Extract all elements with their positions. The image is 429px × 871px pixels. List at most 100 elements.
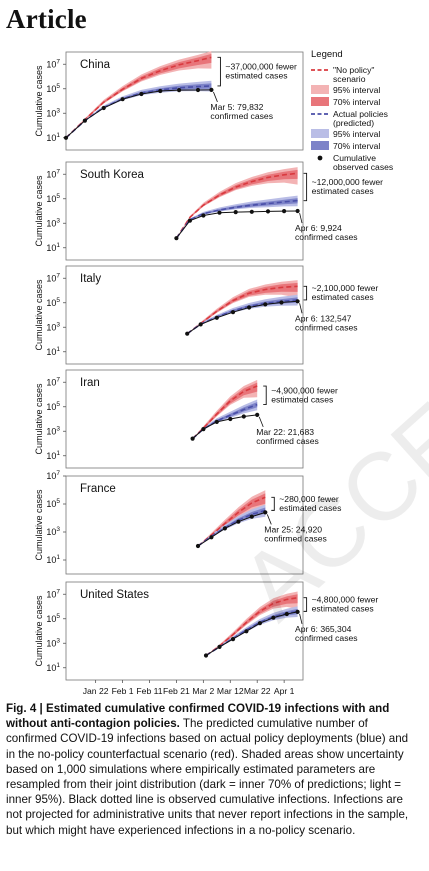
x-tick-label: Mar 22 — [244, 686, 271, 696]
annotation-confirmed: Apr 6: 132,547 confirmed cases — [295, 313, 358, 332]
legend-label: 95% interval — [333, 85, 380, 95]
caption-body: The predicted cumulative number of confi… — [6, 717, 409, 837]
y-tick-label: 107 — [46, 376, 60, 387]
y-tick-label: 101 — [46, 132, 60, 143]
x-tick-label: Feb 1 — [112, 686, 134, 696]
y-tick-label: 105 — [46, 613, 60, 624]
x-tick-label: Feb 11 — [136, 686, 162, 696]
x-tick-label: Jan 22 — [83, 686, 109, 696]
band-no-policy-70 — [176, 169, 298, 239]
bracket-difference — [303, 285, 308, 301]
bracket-difference — [217, 56, 221, 87]
plot-frame — [65, 161, 304, 261]
panel-title: France — [80, 483, 116, 495]
y-tick-label: 105 — [46, 297, 60, 308]
figure-caption: Fig. 4 | Estimated cumulative confirmed … — [6, 701, 420, 838]
annotation-confirmed: Apr 6: 9,924 confirmed cases — [295, 223, 358, 242]
series-line-no-policy — [197, 496, 266, 547]
annotation-confirmed: Mar 25: 24,920 confirmed cases — [264, 524, 327, 543]
y-tick-label: 103 — [46, 637, 60, 648]
plot-frame — [65, 265, 304, 365]
observed-line — [192, 414, 258, 439]
plot-frame — [65, 51, 304, 151]
observed-line — [186, 300, 298, 335]
legend-label: 95% interval — [333, 129, 380, 139]
bracket-difference — [263, 385, 267, 406]
annotation-fewer-cases: ~280,000 fewer estimated cases — [279, 494, 341, 513]
y-tick-label: 105 — [46, 83, 60, 94]
series-line-no-policy — [175, 172, 298, 239]
x-tick-label: Mar 2 — [192, 686, 214, 696]
annotation-fewer-cases: ~4,900,000 fewer estimated cases — [271, 385, 338, 404]
series-line-no-policy — [205, 596, 298, 657]
plot-frame — [65, 369, 304, 469]
annotation-arrow — [299, 613, 303, 624]
series-line-actual-policies — [175, 199, 298, 239]
y-tick-label: 107 — [46, 470, 60, 481]
observed-line — [205, 611, 298, 656]
y-tick-label: 103 — [46, 425, 60, 436]
y-tick-label: 101 — [46, 450, 60, 461]
observed-line — [65, 89, 212, 139]
plot-frame — [65, 475, 304, 575]
panel-title: China — [80, 59, 111, 71]
y-tick-label: 101 — [46, 346, 60, 357]
band-no-policy-70 — [187, 282, 298, 334]
y-axis-label: Cumulative cases — [34, 595, 44, 667]
panel-title: Italy — [80, 273, 101, 285]
y-tick-label: 101 — [46, 554, 60, 565]
annotation-fewer-cases: ~37,000,000 fewer estimated cases — [225, 62, 297, 81]
legend-swatch — [311, 141, 329, 150]
legend-label: Cumulative observed cases — [333, 153, 393, 172]
annotation-fewer-cases: ~2,100,000 fewer estimated cases — [312, 283, 379, 302]
bracket-difference — [303, 597, 308, 612]
y-tick-label: 107 — [46, 272, 60, 283]
band-no-policy-70 — [192, 382, 258, 439]
y-tick-label: 103 — [46, 321, 60, 332]
annotation-confirmed: Mar 22: 21,683 confirmed cases — [256, 427, 319, 446]
x-tick-label: Apr 1 — [274, 686, 295, 696]
y-tick-label: 101 — [46, 662, 60, 673]
y-axis-label: Cumulative cases — [34, 175, 44, 247]
y-tick-label: 107 — [46, 168, 60, 179]
legend-title: Legend — [311, 49, 343, 60]
y-tick-label: 105 — [46, 498, 60, 509]
y-tick-label: 107 — [46, 588, 60, 599]
legend-swatch — [311, 97, 329, 106]
series-line-actual-policies — [197, 509, 266, 547]
y-axis-label: Cumulative cases — [34, 489, 44, 561]
band-no-policy-95 — [206, 591, 298, 656]
band-actual-70 — [198, 507, 266, 546]
panel-title: United States — [80, 589, 149, 601]
observed-line — [176, 210, 298, 239]
legend-swatch — [311, 129, 329, 138]
y-axis-label: Cumulative cases — [34, 279, 44, 351]
panel-title: Iran — [80, 377, 100, 389]
caption-lead: Fig. 4 | Estimated cumulative confirmed … — [6, 702, 390, 731]
legend-label: 70% interval — [333, 141, 380, 151]
annotation-arrow — [258, 416, 264, 428]
y-axis-label: Cumulative cases — [34, 383, 44, 455]
x-tick-label: Mar 12 — [217, 686, 244, 696]
y-axis-label: Cumulative cases — [34, 65, 44, 137]
legend-swatch — [317, 155, 323, 161]
annotation-arrow — [213, 91, 218, 103]
annotation-arrow — [266, 514, 272, 525]
band-actual-95 — [66, 80, 212, 138]
annotation-confirmed: Apr 6: 365,304 confirmed cases — [295, 624, 358, 643]
series-line-no-policy — [186, 285, 298, 335]
y-tick-label: 105 — [46, 193, 60, 204]
annotation-confirmed: Mar 5: 79,832 confirmed cases — [210, 102, 273, 121]
legend-label: 70% interval — [333, 97, 380, 107]
y-tick-label: 105 — [46, 401, 60, 412]
y-tick-label: 103 — [46, 107, 60, 118]
band-no-policy-95 — [187, 280, 298, 334]
annotation-arrow — [299, 212, 303, 224]
